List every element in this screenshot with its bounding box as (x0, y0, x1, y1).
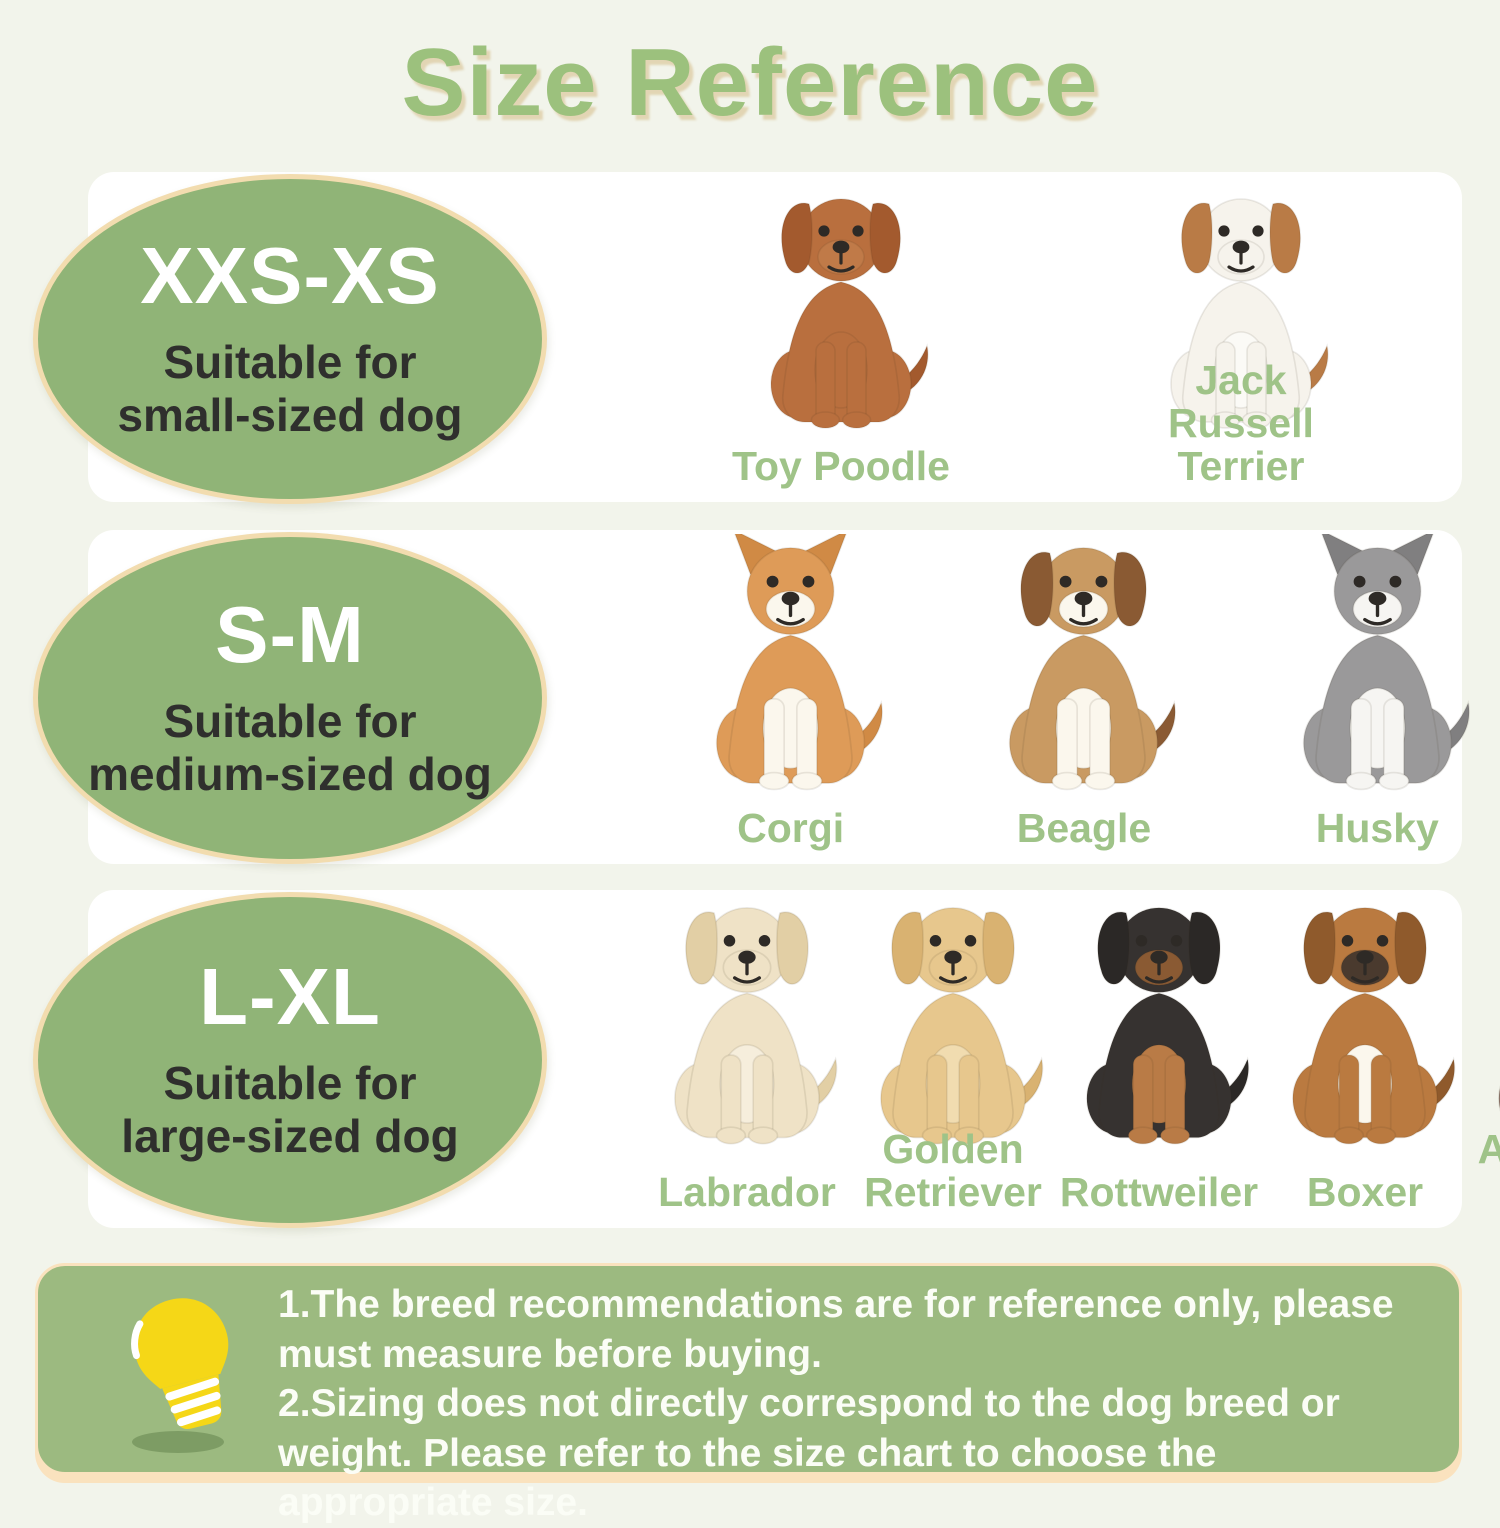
dog-label-box: Boxer (1307, 1130, 1423, 1222)
dog-ears-floppy (1303, 911, 1427, 985)
dog-illustration (1086, 907, 1250, 1145)
dog-ears-floppy (780, 202, 902, 274)
dog-name-label: Labrador (658, 1168, 836, 1215)
dog-ears-floppy (1180, 202, 1302, 274)
dog-item: Toy Poodle (732, 186, 950, 496)
dog-label-box: American Bully (1477, 1125, 1500, 1222)
dog-name-label: Toy Poodle (732, 442, 950, 489)
size-description-line2: small-sized dog (117, 389, 463, 441)
dog-label-box: Corgi (737, 800, 844, 858)
dog-illustration (1170, 198, 1329, 429)
dog-label-box: Jack Russell Terrier (1126, 358, 1356, 496)
dog-item: Beagle (978, 534, 1189, 858)
dog-illustration (674, 907, 838, 1145)
dog-name-label: Rottweiler (1059, 1168, 1259, 1215)
dog-name-label: Boxer (1306, 1168, 1424, 1215)
dog-illustration (715, 534, 884, 791)
row-panel-medium: Corgi (88, 530, 1470, 864)
dog-illustration (1009, 547, 1177, 791)
dog-item: Corgi (685, 534, 896, 858)
dog-label-box: Rottweiler (1060, 1130, 1258, 1222)
dog-label-box: Toy Poodle (732, 438, 950, 496)
dog-label-box: Golden Retriever (864, 1125, 1042, 1222)
dog-name-label: Jack Russell Terrier (1168, 356, 1314, 489)
size-description-line2: medium-sized dog (88, 748, 492, 800)
size-description-line1: Suitable for (163, 335, 417, 388)
dog-label-box: Labrador (658, 1130, 836, 1222)
size-description-line1: Suitable for (163, 694, 417, 747)
dog-illustration (770, 198, 929, 429)
dog-name-label: American Bully (1477, 1125, 1500, 1172)
notes-text: 1.The breed recommendations are for refe… (278, 1280, 1421, 1528)
dog-label-box: Beagle (1017, 800, 1151, 858)
notes-panel: 1.The breed recommendations are for refe… (35, 1263, 1462, 1524)
dog-group-large: Labrador (644, 896, 1500, 1222)
lightbulb-icon (90, 1290, 280, 1460)
dog-item: Rottweiler (1056, 894, 1262, 1222)
dog-item: Boxer (1262, 894, 1468, 1222)
note-item-1: 1.The breed recommendations are for refe… (278, 1283, 1394, 1376)
size-label: XXS-XS (140, 230, 440, 320)
dog-ears-floppy (1020, 551, 1148, 627)
dog-illustration (1292, 907, 1456, 1145)
dog-illustration (880, 907, 1044, 1145)
size-badge-xxs-xs: XXS-XS Suitable for small-sized dog (33, 174, 547, 504)
dog-name-label: Husky (1315, 804, 1439, 851)
size-badge-s-m: S-M Suitable for medium-sized dog (33, 532, 547, 864)
dog-illustration (1498, 1085, 1500, 1112)
dog-ears-floppy (1097, 911, 1221, 985)
dog-ears-floppy (685, 911, 809, 985)
dog-name-label: Beagle (1016, 804, 1152, 851)
dog-item: Golden Retriever (850, 894, 1056, 1222)
dog-item: American Bully (1468, 894, 1500, 1222)
size-description: Suitable for large-sized dog (121, 1057, 458, 1164)
size-badge-l-xl: L-XL Suitable for large-sized dog (33, 892, 547, 1228)
size-label: L-XL (199, 951, 381, 1041)
size-description: Suitable for medium-sized dog (88, 695, 492, 802)
note-item-2: 2.Sizing does not directly correspond to… (278, 1382, 1340, 1525)
dog-name-label: Corgi (737, 804, 845, 851)
dog-item: Jack Russell Terrier (1126, 186, 1356, 496)
size-description-line1: Suitable for (163, 1056, 417, 1109)
dog-ears-floppy (891, 911, 1015, 985)
dog-item: Labrador (644, 894, 850, 1222)
page-title: Size Reference (401, 29, 1099, 136)
dog-label-box: Husky (1316, 800, 1439, 858)
dog-group-medium: Corgi (644, 534, 1500, 858)
size-description: Suitable for small-sized dog (117, 336, 462, 443)
dog-illustration (1302, 534, 1470, 791)
dog-item: Husky (1272, 534, 1483, 858)
size-label: S-M (215, 589, 365, 679)
dog-group-small: Toy Poodle (644, 178, 1444, 496)
dog-name-label: Golden Retriever (864, 1125, 1042, 1215)
size-description-line2: large-sized dog (121, 1110, 459, 1162)
